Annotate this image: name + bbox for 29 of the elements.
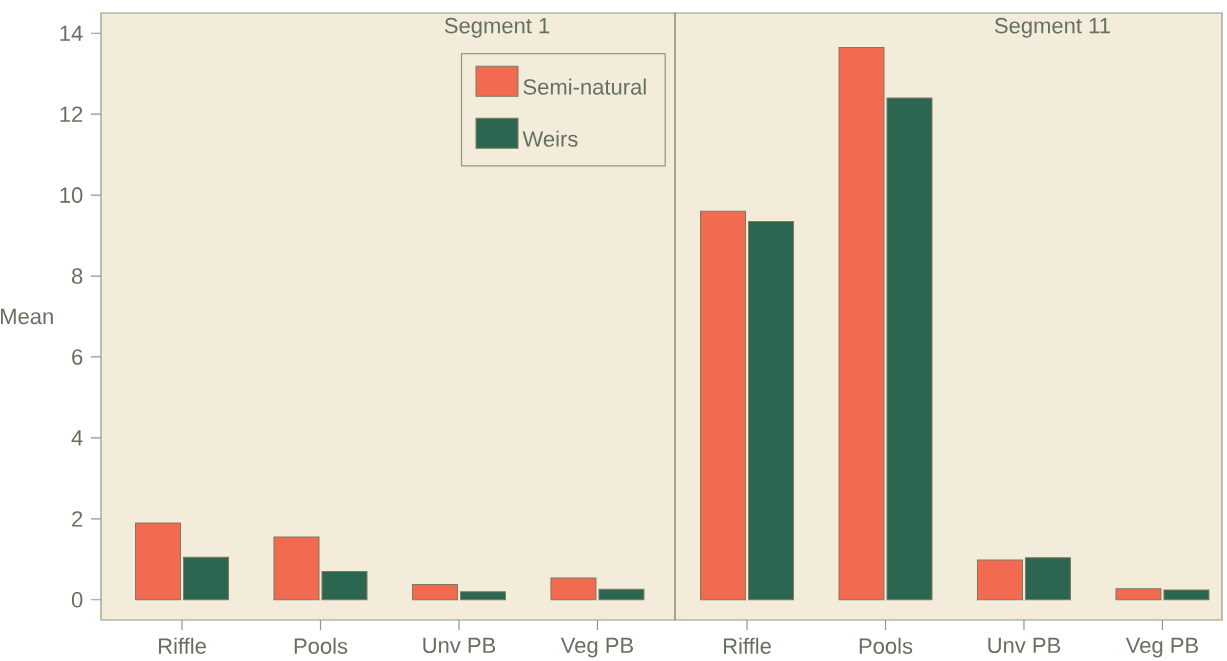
y-tick-label: 12 <box>60 106 83 122</box>
bar <box>183 556 230 601</box>
y-tick-label: 4 <box>71 430 83 446</box>
y-tick-label: 6 <box>72 349 83 365</box>
bar <box>411 583 458 601</box>
x-tick-label: Unv PB <box>988 637 1061 654</box>
bar <box>459 591 506 601</box>
y-axis-title: Mean <box>1 308 53 325</box>
chart-title: Segment 1 <box>444 17 550 38</box>
legend-label: Semi-natural <box>523 78 646 95</box>
y-tick-label: 2 <box>72 511 83 527</box>
bar <box>976 559 1023 601</box>
y-tick-label: 8 <box>71 268 83 284</box>
bar <box>135 522 182 601</box>
x-tick-label: Veg PB <box>1125 637 1198 658</box>
x-tick-label: Pools <box>294 637 348 654</box>
bar <box>748 220 795 601</box>
legend-label: Weirs <box>522 130 578 147</box>
bar <box>1024 557 1071 601</box>
bar <box>700 210 747 601</box>
y-tick-label: 0 <box>71 592 83 608</box>
chart-title: Segment 11 <box>994 17 1110 38</box>
y-tick-label: 10 <box>60 187 83 203</box>
y-tick-label: 14 <box>60 25 83 41</box>
x-tick-label: Pools <box>859 637 913 654</box>
x-tick-label: Unv PB <box>423 637 496 654</box>
x-tick-label: Veg PB <box>560 637 633 658</box>
x-tick-label: Riffle <box>723 637 771 654</box>
x-tick-label: Riffle <box>158 637 206 654</box>
